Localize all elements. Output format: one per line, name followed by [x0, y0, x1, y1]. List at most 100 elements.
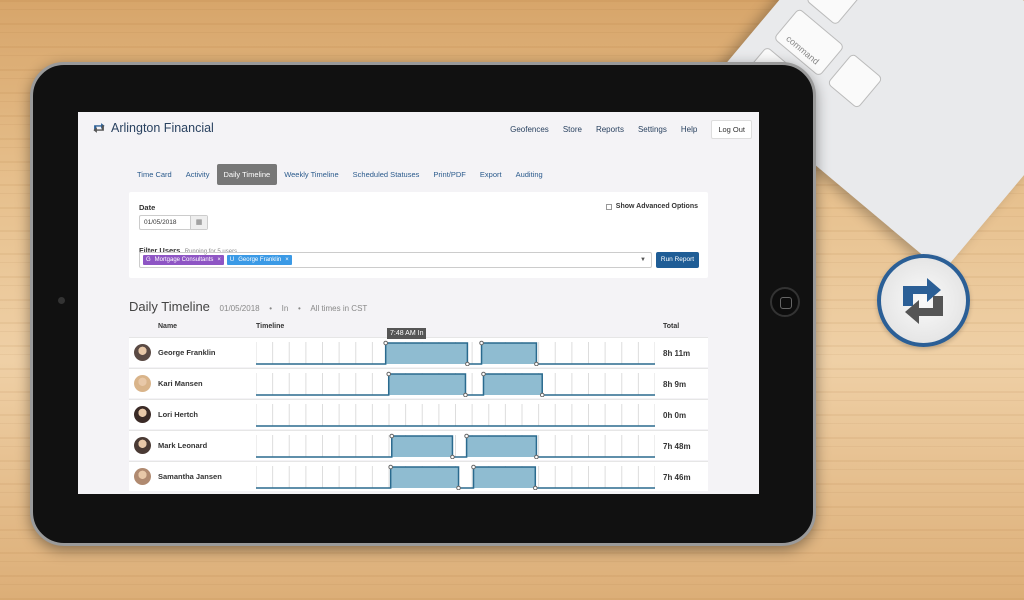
nav-settings[interactable]: Settings	[637, 125, 667, 134]
punch-point	[463, 392, 468, 397]
sync-badge	[877, 254, 970, 347]
user-filter-select[interactable]: G Mortgage Consultants × U George Frankl…	[139, 252, 652, 268]
app-name: Arlington Financial	[111, 121, 214, 135]
table-row[interactable]: George Franklin 8h 11m	[129, 337, 708, 367]
clocked-in-segment	[466, 436, 537, 457]
punch-point	[534, 454, 539, 459]
separator: •	[269, 304, 273, 313]
punch-point	[534, 361, 539, 366]
punch-point	[471, 464, 476, 470]
table-row[interactable]: Lori Hertch 0h 0m	[129, 399, 708, 429]
punch-point	[456, 485, 461, 490]
user-name[interactable]: Mark Leonard	[158, 441, 208, 450]
nav-reports[interactable]: Reports	[595, 125, 624, 134]
advanced-options-label: Show Advanced Options	[615, 203, 698, 210]
filter-users-label: Filter Users	[139, 246, 181, 255]
report-heading: Daily Timeline 01/05/2018 • In • All tim…	[129, 299, 367, 314]
filter-panel: Date Show Advanced Options 01/05/2018 ▦ …	[129, 192, 708, 278]
punch-point	[481, 371, 486, 377]
punch-point	[386, 371, 392, 377]
top-nav: Geofences Store Reports Settings Help Lo…	[510, 120, 752, 139]
user-total: 8h 11m	[663, 349, 691, 358]
clocked-in-segment	[483, 374, 543, 395]
tab-weekly-timeline[interactable]: Weekly Timeline	[284, 170, 339, 179]
date-value[interactable]: 01/05/2018	[144, 219, 177, 226]
tab-scheduled-statuses[interactable]: Scheduled Statuses	[352, 170, 420, 179]
chip-george-franklin: U George Franklin ×	[226, 255, 292, 265]
user-total: 7h 46m	[663, 473, 691, 482]
punch-point	[389, 433, 395, 439]
logout-button[interactable]: Log Out	[711, 120, 752, 139]
tab-auditing[interactable]: Auditing	[515, 170, 543, 179]
tab-print-pdf[interactable]: Print/PDF	[433, 170, 466, 179]
table-row[interactable]: Samantha Jansen 7h 46m	[129, 461, 708, 491]
tab-daily-timeline[interactable]: Daily Timeline	[216, 164, 278, 185]
table-row[interactable]: Mark Leonard 7h 48m	[129, 430, 708, 460]
status-line	[256, 342, 655, 365]
run-report-button[interactable]: Run Report	[656, 252, 699, 268]
remove-chip-icon[interactable]: ×	[285, 257, 289, 263]
timeline-chart[interactable]	[256, 433, 655, 459]
chip-label: Mortgage Consultants	[154, 257, 214, 263]
sync-icon	[903, 278, 943, 324]
tab-export[interactable]: Export	[479, 170, 502, 179]
status-line	[256, 435, 655, 458]
avatar	[134, 437, 151, 454]
user-name[interactable]: Samantha Jansen	[158, 472, 222, 481]
date-label: Date	[139, 203, 156, 212]
user-name[interactable]: Lori Hertch	[158, 410, 199, 419]
report-date: 01/05/2018	[219, 304, 260, 313]
camera	[58, 297, 65, 304]
punch-point	[539, 392, 545, 397]
punch-point	[479, 340, 484, 346]
calendar-icon[interactable]: ▦	[190, 216, 207, 229]
timeline-chart[interactable]	[256, 340, 655, 366]
avatar	[134, 344, 151, 361]
chip-prefix: G	[146, 257, 151, 263]
app-screen: Arlington Financial Geofences Store Repo…	[78, 112, 759, 494]
separator: •	[297, 304, 301, 313]
status-line	[256, 373, 655, 396]
user-total: 0h 0m	[663, 411, 687, 420]
nav-store[interactable]: Store	[562, 125, 582, 134]
user-name[interactable]: Kari Mansen	[158, 379, 203, 388]
date-field[interactable]: 01/05/2018 ▦	[139, 215, 208, 230]
remove-chip-icon[interactable]: ×	[217, 257, 221, 263]
timeline-tooltip: 7:48 AM In	[387, 328, 427, 339]
punch-point	[533, 485, 538, 490]
chip-prefix: U	[229, 257, 235, 263]
sync-logo-icon	[93, 123, 105, 133]
advanced-options-checkbox[interactable]	[605, 203, 612, 210]
clocked-in-segment	[481, 343, 537, 364]
dropdown-caret-icon[interactable]: ▼	[640, 257, 646, 263]
user-name[interactable]: George Franklin	[158, 348, 216, 357]
report-timezone: All times in CST	[310, 304, 368, 313]
chip-mortgage-consultants: G Mortgage Consultants ×	[143, 255, 224, 265]
table-row[interactable]: Kari Mansen 8h 9m	[129, 368, 708, 398]
avatar	[134, 375, 151, 392]
nav-help[interactable]: Help	[680, 125, 698, 134]
punch-point	[465, 361, 470, 366]
user-total: 7h 48m	[663, 442, 691, 451]
column-total: Total	[663, 323, 680, 330]
column-name: Name	[158, 323, 178, 330]
punch-point	[388, 464, 393, 470]
status-line	[256, 466, 655, 489]
column-timeline: Timeline	[256, 323, 285, 330]
logo[interactable]: Arlington Financial	[92, 121, 214, 135]
avatar	[134, 406, 151, 423]
punch-point	[464, 433, 469, 439]
home-button[interactable]	[770, 287, 800, 317]
timeline-chart[interactable]	[256, 371, 655, 397]
tab-time-card[interactable]: Time Card	[137, 170, 172, 179]
avatar	[134, 468, 151, 485]
nav-geofences[interactable]: Geofences	[510, 125, 549, 134]
advanced-options[interactable]: Show Advanced Options	[605, 203, 698, 210]
timeline-chart[interactable]	[256, 402, 655, 428]
timeline-chart[interactable]	[256, 464, 655, 490]
punch-point	[450, 454, 455, 459]
clocked-in-segment	[385, 343, 468, 364]
clocked-in-segment	[391, 436, 453, 457]
clocked-in-segment	[473, 467, 536, 488]
tab-activity[interactable]: Activity	[185, 170, 210, 179]
